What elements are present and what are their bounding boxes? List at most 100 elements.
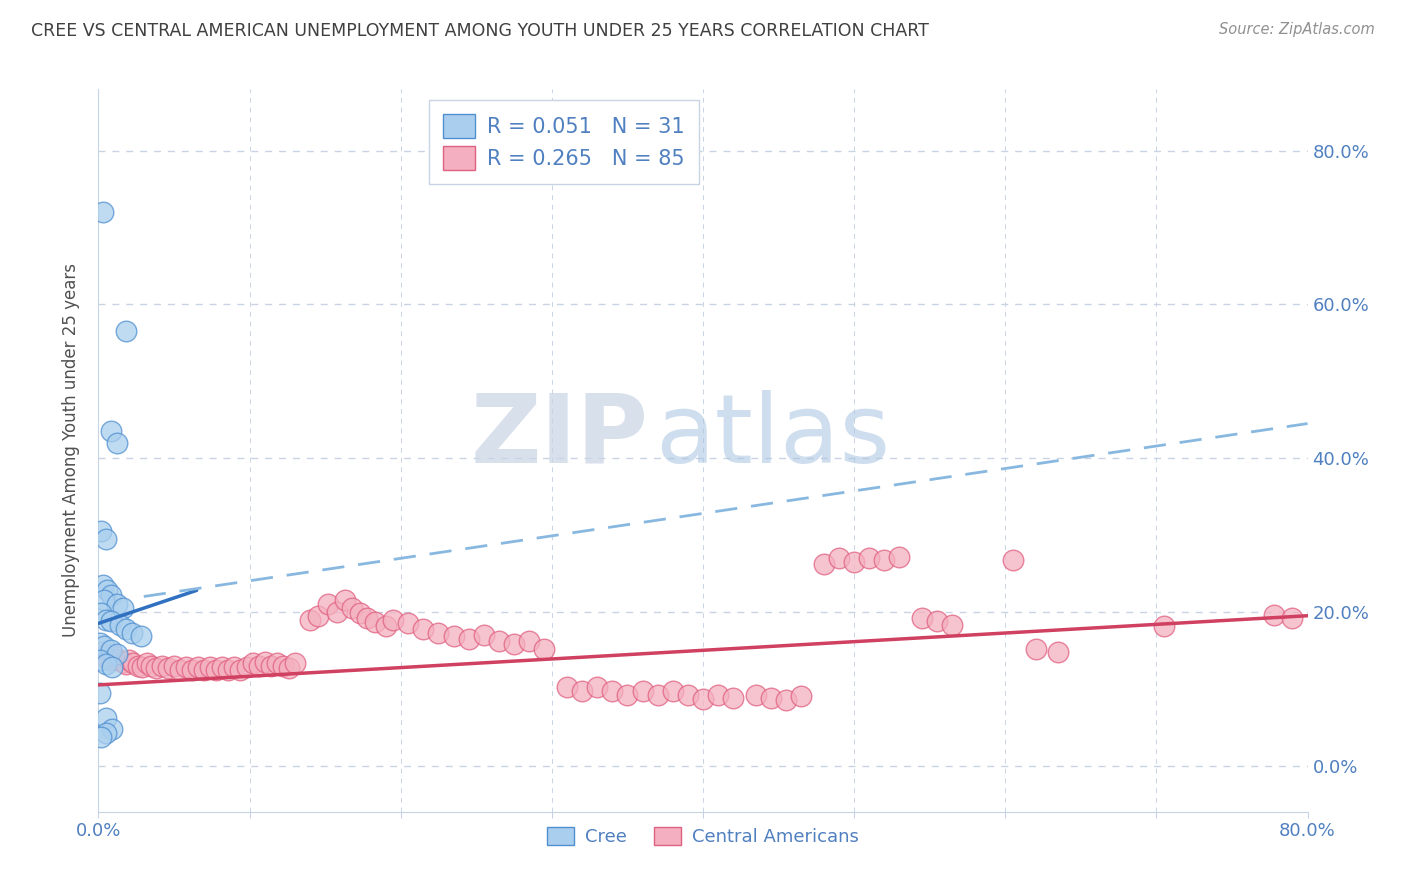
- Point: [235, 660, 257, 674]
- Text: atlas: atlas: [655, 390, 890, 483]
- Point: [533, 641, 555, 656]
- Point: [1047, 645, 1070, 659]
- Point: [661, 684, 683, 698]
- Point: [224, 660, 246, 674]
- Point: [488, 634, 510, 648]
- Point: [813, 558, 835, 572]
- Point: [111, 655, 134, 669]
- Point: [193, 663, 215, 677]
- Point: [156, 661, 179, 675]
- Point: [1024, 641, 1046, 656]
- Point: [427, 626, 450, 640]
- Point: [443, 630, 465, 644]
- Point: [200, 660, 222, 674]
- Point: [775, 693, 797, 707]
- Point: [205, 663, 228, 677]
- Point: [333, 593, 356, 607]
- Point: [299, 613, 322, 627]
- Point: [90, 607, 112, 621]
- Point: [555, 680, 578, 694]
- Point: [163, 658, 186, 673]
- Point: [103, 649, 125, 664]
- Point: [135, 657, 157, 671]
- Point: [90, 524, 112, 538]
- Point: [503, 637, 526, 651]
- Point: [790, 690, 813, 704]
- Point: [127, 658, 149, 673]
- Point: [326, 605, 349, 619]
- Point: [105, 647, 128, 661]
- Point: [105, 435, 128, 450]
- Point: [90, 645, 112, 659]
- Point: [100, 588, 122, 602]
- Legend: Cree, Central Americans: Cree, Central Americans: [540, 820, 866, 854]
- Text: CREE VS CENTRAL AMERICAN UNEMPLOYMENT AMONG YOUTH UNDER 25 YEARS CORRELATION CHA: CREE VS CENTRAL AMERICAN UNEMPLOYMENT AM…: [31, 22, 929, 40]
- Point: [93, 593, 115, 607]
- Point: [382, 613, 405, 627]
- Point: [111, 601, 134, 615]
- Point: [89, 685, 111, 699]
- Point: [242, 657, 264, 671]
- Point: [114, 622, 136, 636]
- Point: [94, 613, 117, 627]
- Point: [108, 618, 131, 632]
- Text: Source: ZipAtlas.com: Source: ZipAtlas.com: [1219, 22, 1375, 37]
- Point: [349, 607, 371, 621]
- Point: [1153, 618, 1175, 632]
- Point: [105, 597, 128, 611]
- Point: [316, 597, 339, 611]
- Point: [101, 660, 124, 674]
- Point: [889, 549, 911, 564]
- Point: [631, 684, 654, 698]
- Point: [94, 711, 117, 725]
- Point: [517, 634, 540, 648]
- Point: [260, 658, 283, 673]
- Point: [1001, 552, 1024, 566]
- Point: [96, 583, 118, 598]
- Point: [93, 648, 115, 663]
- Point: [457, 632, 479, 646]
- Point: [759, 690, 782, 705]
- Point: [692, 691, 714, 706]
- Point: [707, 688, 730, 702]
- Point: [101, 722, 124, 736]
- Point: [93, 640, 115, 654]
- Point: [229, 663, 252, 677]
- Point: [396, 616, 419, 631]
- Point: [844, 555, 866, 569]
- Point: [647, 688, 669, 702]
- Point: [253, 655, 276, 669]
- Point: [342, 601, 364, 615]
- Point: [187, 660, 209, 674]
- Point: [89, 635, 111, 649]
- Point: [100, 653, 122, 667]
- Point: [873, 552, 896, 566]
- Point: [94, 726, 117, 740]
- Point: [676, 688, 699, 702]
- Point: [100, 614, 122, 628]
- Point: [114, 324, 136, 338]
- Point: [927, 614, 949, 628]
- Point: [91, 578, 114, 592]
- Point: [91, 205, 114, 219]
- Point: [169, 663, 191, 677]
- Point: [723, 690, 745, 705]
- Point: [374, 618, 396, 632]
- Point: [174, 660, 197, 674]
- Point: [586, 680, 609, 694]
- Point: [89, 652, 111, 666]
- Point: [1263, 607, 1285, 622]
- Point: [356, 611, 378, 625]
- Point: [911, 611, 934, 625]
- Point: [828, 551, 851, 566]
- Point: [364, 615, 387, 629]
- Point: [122, 657, 145, 671]
- Point: [141, 658, 163, 673]
- Point: [121, 625, 143, 640]
- Point: [247, 658, 270, 673]
- Point: [277, 661, 299, 675]
- Point: [858, 551, 880, 566]
- Point: [107, 652, 129, 666]
- Point: [96, 651, 118, 665]
- Point: [266, 657, 288, 671]
